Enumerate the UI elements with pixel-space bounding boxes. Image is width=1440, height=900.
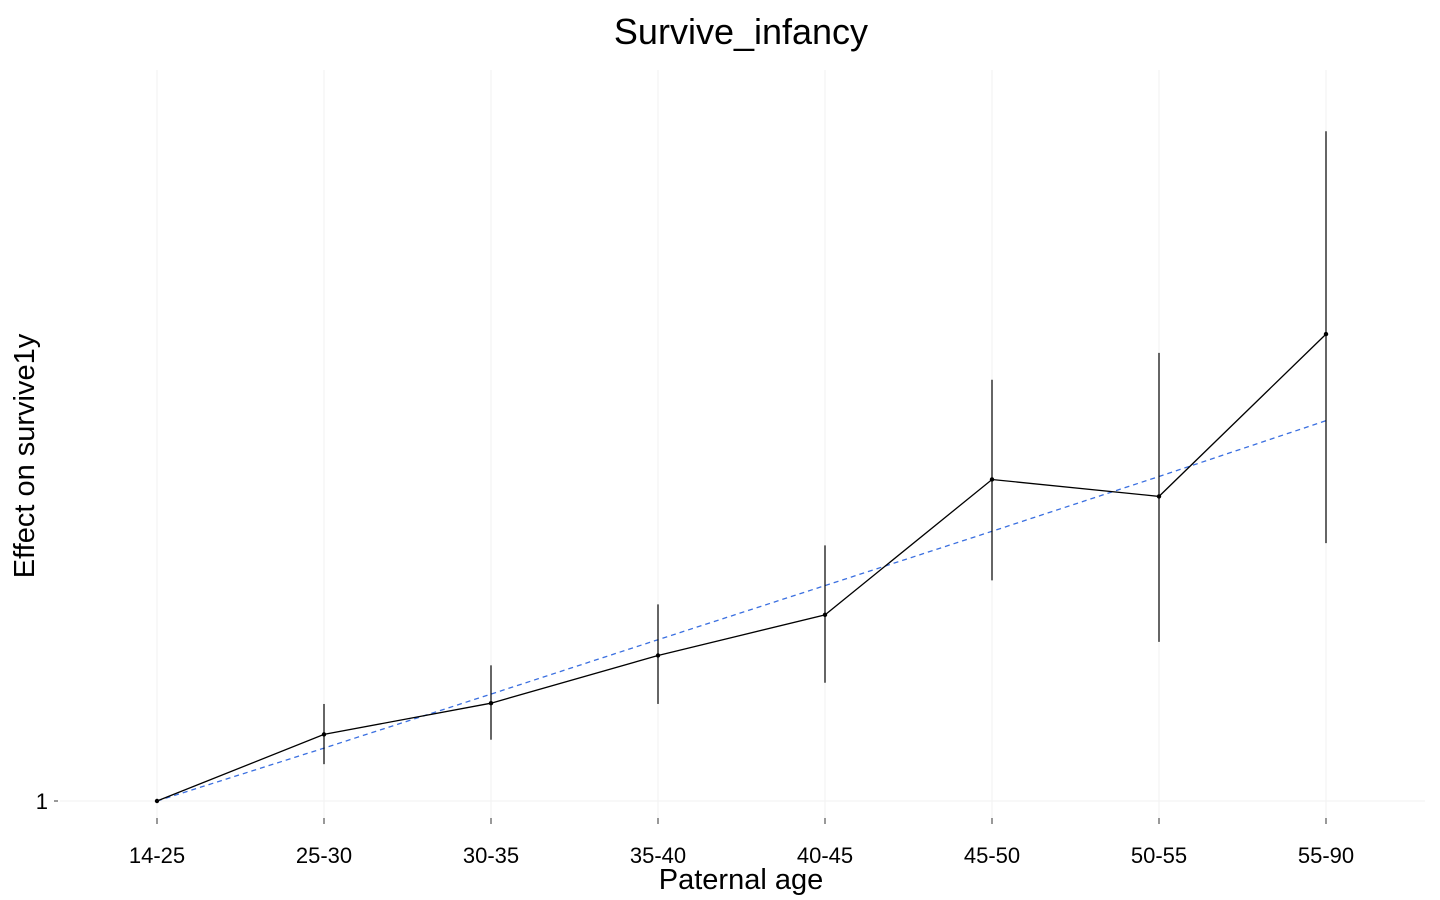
x-tick-label-55-90: 55-90 (1298, 843, 1354, 868)
x-tick-label-40-45: 40-45 (797, 843, 853, 868)
y-axis-title: Effect on survive1y (9, 333, 41, 578)
trend-line-layer (156, 420, 1327, 802)
axes-layer: 14-25 25-30 30-35 35-40 40-45 45-50 50-55 55-90… (36, 789, 1354, 868)
x-tick-label-14-25: 14-25 (129, 843, 185, 868)
chart-title: Survive_infancy (614, 11, 868, 52)
data-point-14-25 (154, 798, 160, 804)
data-point-35-40 (655, 653, 661, 658)
series-line-layer (156, 333, 1327, 802)
series-line-0 (156, 333, 1327, 802)
x-tick-label-25-30: 25-30 (296, 843, 352, 868)
data-point-45-50 (989, 477, 995, 482)
trend-line (156, 420, 1327, 802)
data-point-50-55 (1156, 494, 1162, 499)
data-point-55-90 (1323, 331, 1329, 337)
data-point-25-30 (321, 732, 327, 737)
data-point-30-35 (488, 700, 494, 706)
x-tick-label-50-55: 50-55 (1131, 843, 1187, 868)
x-tick-label-30-35: 30-35 (463, 843, 519, 868)
x-axis-title: Paternal age (659, 864, 823, 896)
y-tick-label-0: 1 (36, 789, 48, 814)
x-tick-label-45-50: 45-50 (964, 843, 1020, 868)
points-layer (154, 331, 1329, 804)
data-point-40-45 (822, 612, 828, 618)
grid-layer (60, 70, 1425, 818)
x-tick-label-35-40: 35-40 (630, 843, 686, 868)
